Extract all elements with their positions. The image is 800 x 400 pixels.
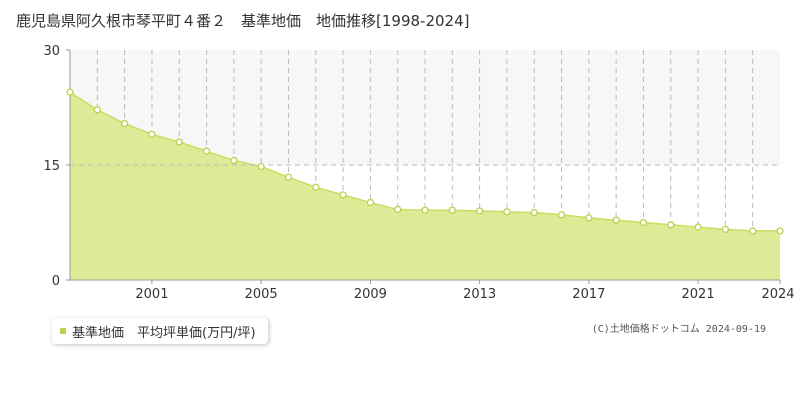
- data-point: [503, 208, 511, 216]
- data-point: [366, 198, 375, 207]
- y-tick-label: 0: [52, 274, 60, 289]
- y-tick-label: 15: [43, 159, 60, 174]
- data-point: [93, 106, 101, 114]
- chart-title: 鹿児島県阿久根市琴平町４番２ 基準地価 地価推移[1998-2024]: [16, 12, 470, 30]
- series-area: [70, 92, 780, 280]
- data-point: [202, 147, 211, 155]
- data-point: [475, 207, 484, 215]
- y-tick-label: 30: [43, 44, 60, 59]
- x-tick-label: 2021: [682, 287, 715, 302]
- data-point: [721, 225, 730, 234]
- data-point: [284, 173, 293, 181]
- data-point: [448, 206, 456, 214]
- x-tick-label: 2024: [761, 287, 794, 302]
- legend-label: 基準地価 平均坪単価(万円/坪): [72, 325, 256, 341]
- x-tick-label: 2009: [354, 287, 387, 302]
- data-point: [148, 130, 156, 138]
- data-point: [694, 223, 702, 231]
- data-point: [257, 162, 265, 171]
- data-point: [175, 138, 183, 146]
- data-point: [612, 216, 620, 224]
- legend-swatch: [60, 328, 66, 334]
- data-point: [339, 191, 347, 199]
- data-point: [639, 218, 648, 227]
- x-tick-label: 2017: [572, 287, 605, 302]
- data-point: [120, 119, 129, 128]
- data-point: [749, 227, 757, 235]
- data-point: [66, 88, 74, 96]
- data-point: [530, 208, 538, 217]
- data-point: [312, 183, 320, 191]
- data-point: [394, 205, 402, 214]
- x-tick-label: 2005: [245, 287, 278, 302]
- data-point: [557, 211, 566, 219]
- copyright-text: (C)土地価格ドットコム 2024-09-19: [591, 324, 766, 335]
- data-point: [667, 221, 675, 229]
- data-point: [776, 227, 784, 235]
- data-point: [585, 214, 593, 222]
- legend: 基準地価 平均坪単価(万円/坪): [52, 318, 268, 344]
- data-point: [421, 206, 429, 214]
- data-point: [230, 156, 238, 165]
- x-tick-label: 2001: [135, 287, 168, 302]
- x-tick-label: 2013: [463, 287, 496, 302]
